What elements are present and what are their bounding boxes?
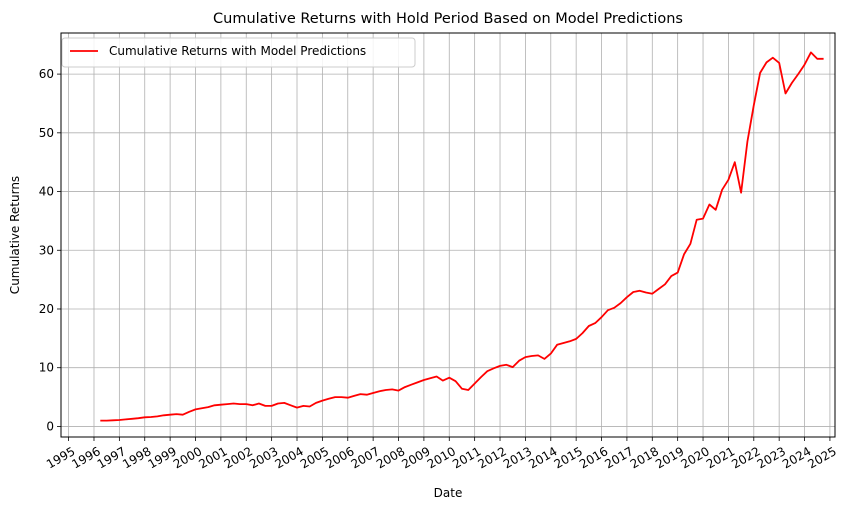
grid (61, 33, 835, 437)
y-tick-label: 20 (39, 302, 54, 316)
y-tick-label: 60 (39, 67, 54, 81)
legend: Cumulative Returns with Model Prediction… (61, 37, 416, 68)
y-tick-label: 40 (39, 185, 54, 199)
x-axis-title: Date (434, 486, 463, 500)
chart-title: Cumulative Returns with Hold Period Base… (213, 11, 683, 27)
y-axis-title: Cumulative Returns (8, 176, 22, 294)
series-line (100, 51, 824, 422)
plot-frame (60, 32, 836, 438)
y-tick-label: 0 (46, 419, 54, 433)
y-tick-label: 30 (39, 243, 54, 257)
legend-label: Cumulative Returns with Model Prediction… (109, 44, 366, 58)
series-layer (100, 51, 824, 422)
y-tick-label: 10 (39, 361, 54, 375)
legend-box (61, 37, 416, 68)
y-tick-label: 50 (39, 126, 54, 140)
